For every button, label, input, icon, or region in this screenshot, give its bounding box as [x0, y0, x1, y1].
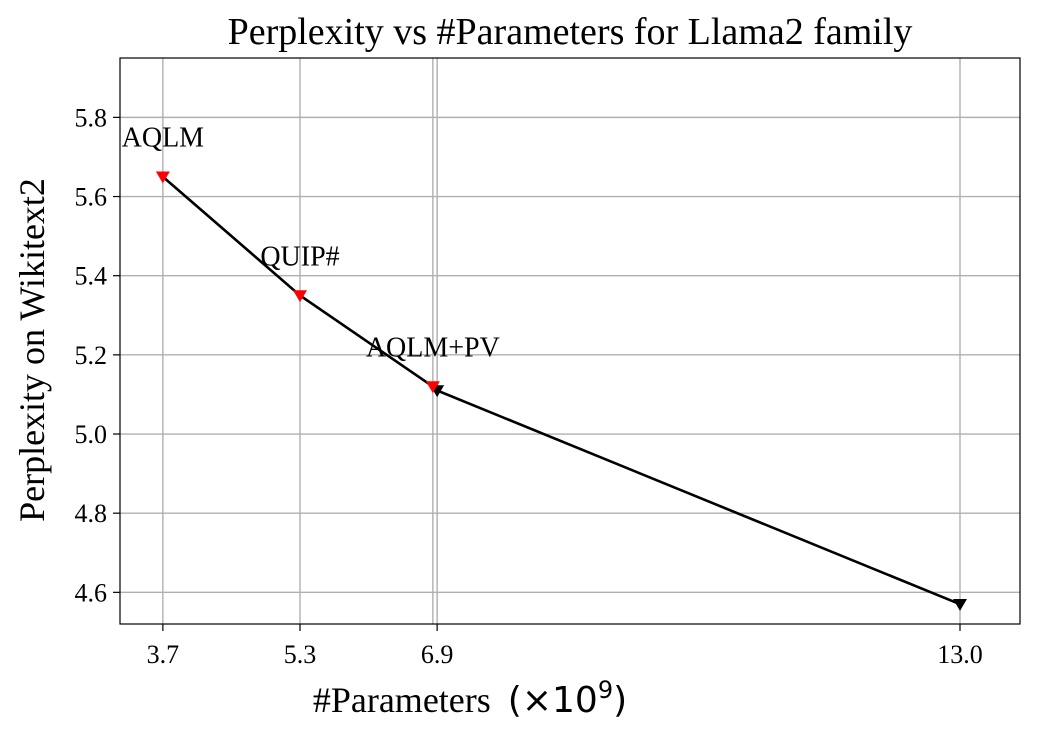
y-tick-label: 5.4	[75, 262, 108, 291]
plot-frame	[119, 57, 1021, 625]
data-point-label: QUIP#	[260, 241, 339, 272]
x-tick-label: 13.0	[937, 640, 983, 669]
x-axis-ticks: 3.7 5.3 6.9 13.0	[147, 624, 983, 669]
x-axis-label: #Parameters (×109)	[313, 676, 627, 721]
y-tick-label: 5.6	[75, 183, 108, 212]
series-markers	[155, 171, 967, 611]
data-point-label: AQLM	[122, 123, 205, 154]
x-axis-label-text: #Parameters	[313, 680, 491, 720]
y-tick-label: 5.0	[75, 420, 108, 449]
y-tick-label: 5.8	[75, 103, 108, 132]
chart-title: Perplexity vs #Parameters for Llama2 fam…	[228, 11, 913, 53]
point-labels: AQLM QUIP# AQLM+PV	[122, 123, 500, 364]
data-point-marker	[425, 381, 440, 394]
x-tick-label: 3.7	[147, 640, 180, 669]
data-point-marker	[953, 598, 967, 611]
data-point-marker	[293, 290, 307, 303]
y-tick-label: 4.6	[75, 578, 108, 607]
x-axis-unit-exponent: 9	[598, 676, 613, 704]
x-axis-unit-close: )	[613, 680, 627, 721]
y-tick-label: 5.2	[75, 341, 108, 370]
y-axis-ticks: 4.6 4.8 5.0 5.2 5.4 5.6 5.8	[75, 103, 120, 607]
x-tick-label: 5.3	[284, 640, 317, 669]
grid-lines	[120, 58, 1020, 624]
x-tick-label: 6.9	[421, 640, 454, 669]
data-point-marker	[155, 171, 170, 184]
y-axis-label: Perplexity on Wikitext2	[12, 178, 52, 522]
data-point-label: AQLM+PV	[366, 333, 500, 364]
y-tick-label: 4.8	[75, 499, 108, 528]
x-axis-unit: (×10	[508, 680, 598, 721]
